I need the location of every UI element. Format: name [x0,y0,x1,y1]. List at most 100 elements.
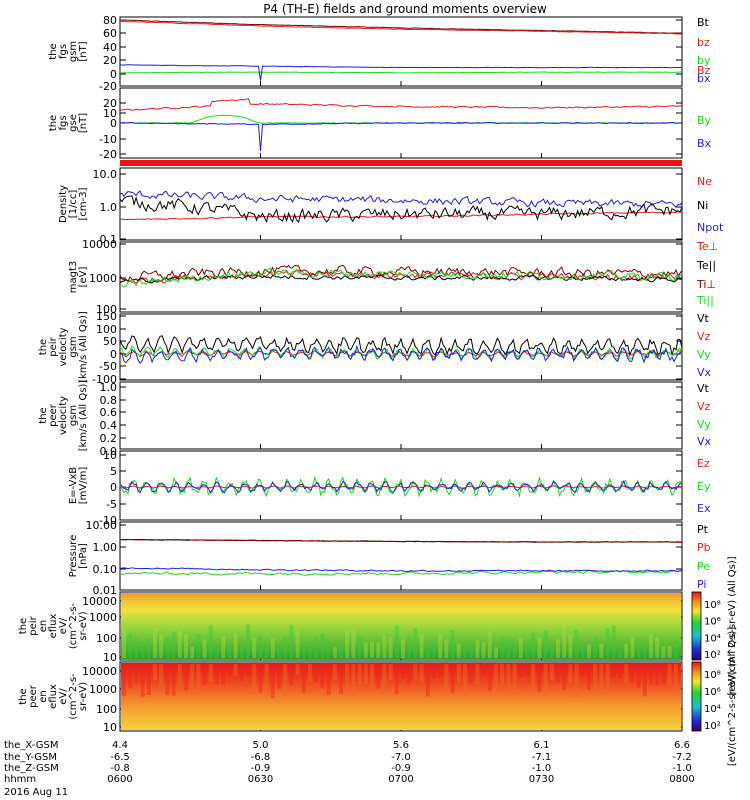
spectrogram-texture [196,664,201,689]
spectrogram-texture [425,644,430,658]
spectrogram-texture [122,628,126,658]
spectrogram-texture [599,643,604,658]
spectrogram-texture [487,664,492,692]
y-axis-label-line: eflux [48,614,59,639]
y-axis-label-line: [nT] [78,41,89,61]
spectrogram-texture [320,633,325,658]
spectrogram-texture [215,664,219,685]
spectrogram-texture [667,646,672,658]
spectrogram-texture [345,664,350,693]
x-axis-value: -0.9 [391,763,411,774]
legend-entry-Vx: Vx [697,435,712,448]
y-axis-label: the peer en eflux eV/(cm^2-s-sr-eV) [18,673,89,720]
series-Vx [119,344,683,365]
spectrogram-texture [351,664,356,696]
spectrogram-texture [438,664,443,678]
x-axis-value: -7.1 [532,752,552,763]
y-tick-label: 0 [110,348,117,361]
x-axis-value: -0.9 [251,763,271,774]
spectrogram-texture [506,664,511,690]
chart-title: P4 (TH-E) fields and ground moments over… [263,2,547,16]
spectrogram-texture [370,641,374,658]
x-axis-value: -6.5 [110,752,130,763]
y-tick-label: -20 [99,80,117,93]
spectrogram-texture [543,630,548,658]
x-axis-value: 0630 [248,774,273,785]
spectrogram-texture [636,664,641,689]
spectrogram-texture [531,633,536,658]
series-Bt [119,19,683,34]
spectrogram-texture [190,664,195,694]
spectrogram-texture [326,664,331,695]
spectrogram-texture [146,639,151,658]
series-Npot [119,190,683,209]
spectrogram-texture [233,633,238,658]
y-tick-label: -5 [106,498,117,511]
spectrogram-texture [599,664,604,694]
spectrogram-texture [196,634,201,658]
spectrogram-texture [580,664,585,675]
y-tick-label: 0 [110,68,117,81]
spectrogram-texture [407,635,412,658]
legend-entry-Vt: Vt [697,312,710,325]
spectrogram-texture [252,664,257,694]
spectrogram-texture [208,624,213,658]
spectrogram-texture [382,664,387,691]
y-tick-label: 0.4 [100,419,118,432]
panel-frame [119,381,683,450]
spectrogram-texture [543,664,548,695]
x-axis-value: 6.6 [674,740,690,751]
y-tick-label: 10000 [82,238,117,251]
spectrogram-texture [618,664,622,678]
spectrogram-texture [283,664,288,694]
panel-frame [119,521,683,591]
spectrogram-texture [655,664,660,686]
y-tick-label: 10 [103,721,117,734]
spectrogram-texture [537,664,542,692]
spectrogram-texture [481,642,486,658]
series-bx [119,64,683,81]
spectrogram-texture [277,646,281,658]
y-tick-label: -10 [99,514,117,527]
spectrogram-texture [227,664,232,676]
y-tick-label: 100 [96,632,117,645]
colorbar-tick-label: 10⁴ [704,704,721,715]
spectrogram-texture [128,664,133,689]
spectrogram-texture [165,636,170,658]
spectrogram-texture [475,640,480,658]
y-axis-label-line: velocity [58,327,69,366]
y-axis-label-line: fgs [58,115,69,130]
y-axis-label-line: en [38,690,49,703]
y-tick-label: 0.1 [100,233,118,246]
x-axis-value: -7.2 [672,752,692,763]
y-tick-label: 1.0 [100,381,118,394]
spectrogram-texture [525,643,529,658]
spectrogram-texture [264,642,269,658]
spectrogram-texture [357,636,362,658]
spectrogram-texture [556,664,560,683]
y-tick-label: 10000 [82,595,117,608]
colorbar-label-text: [eV/(cm^2-s-sr-eV) (All Qs)] [727,627,738,766]
legend-entry-Vy: Vy [697,348,711,361]
colorbar-label-text: [eV/(cm^2-s-sr-eV) (All Qs)] [727,556,738,695]
colorbar-tick-label: 10² [704,721,721,732]
y-axis-label-line: magt3 [68,261,79,294]
spectrogram-texture [673,664,678,690]
spectrogram-texture [339,644,343,658]
spectrogram-texture [320,664,325,689]
spectrogram-texture [673,640,678,658]
y-tick-label: -50 [99,360,117,373]
y-axis-label-line: [nPa] [78,543,89,569]
y-tick-label: 20 [103,97,117,110]
spectrogram-texture [202,664,207,685]
spectrogram-texture [184,664,188,691]
spectrogram-texture [221,664,226,685]
spectrogram-texture [351,627,356,658]
y-axis-label-line: [nT] [78,113,89,133]
legend-entry-Pi: Pi [697,578,706,591]
legend-entry-Pb: Pb [697,541,711,554]
y-tick-label: -100 [92,373,117,386]
spectrogram-texture [642,664,647,697]
y-tick-label: 1000 [89,683,117,696]
